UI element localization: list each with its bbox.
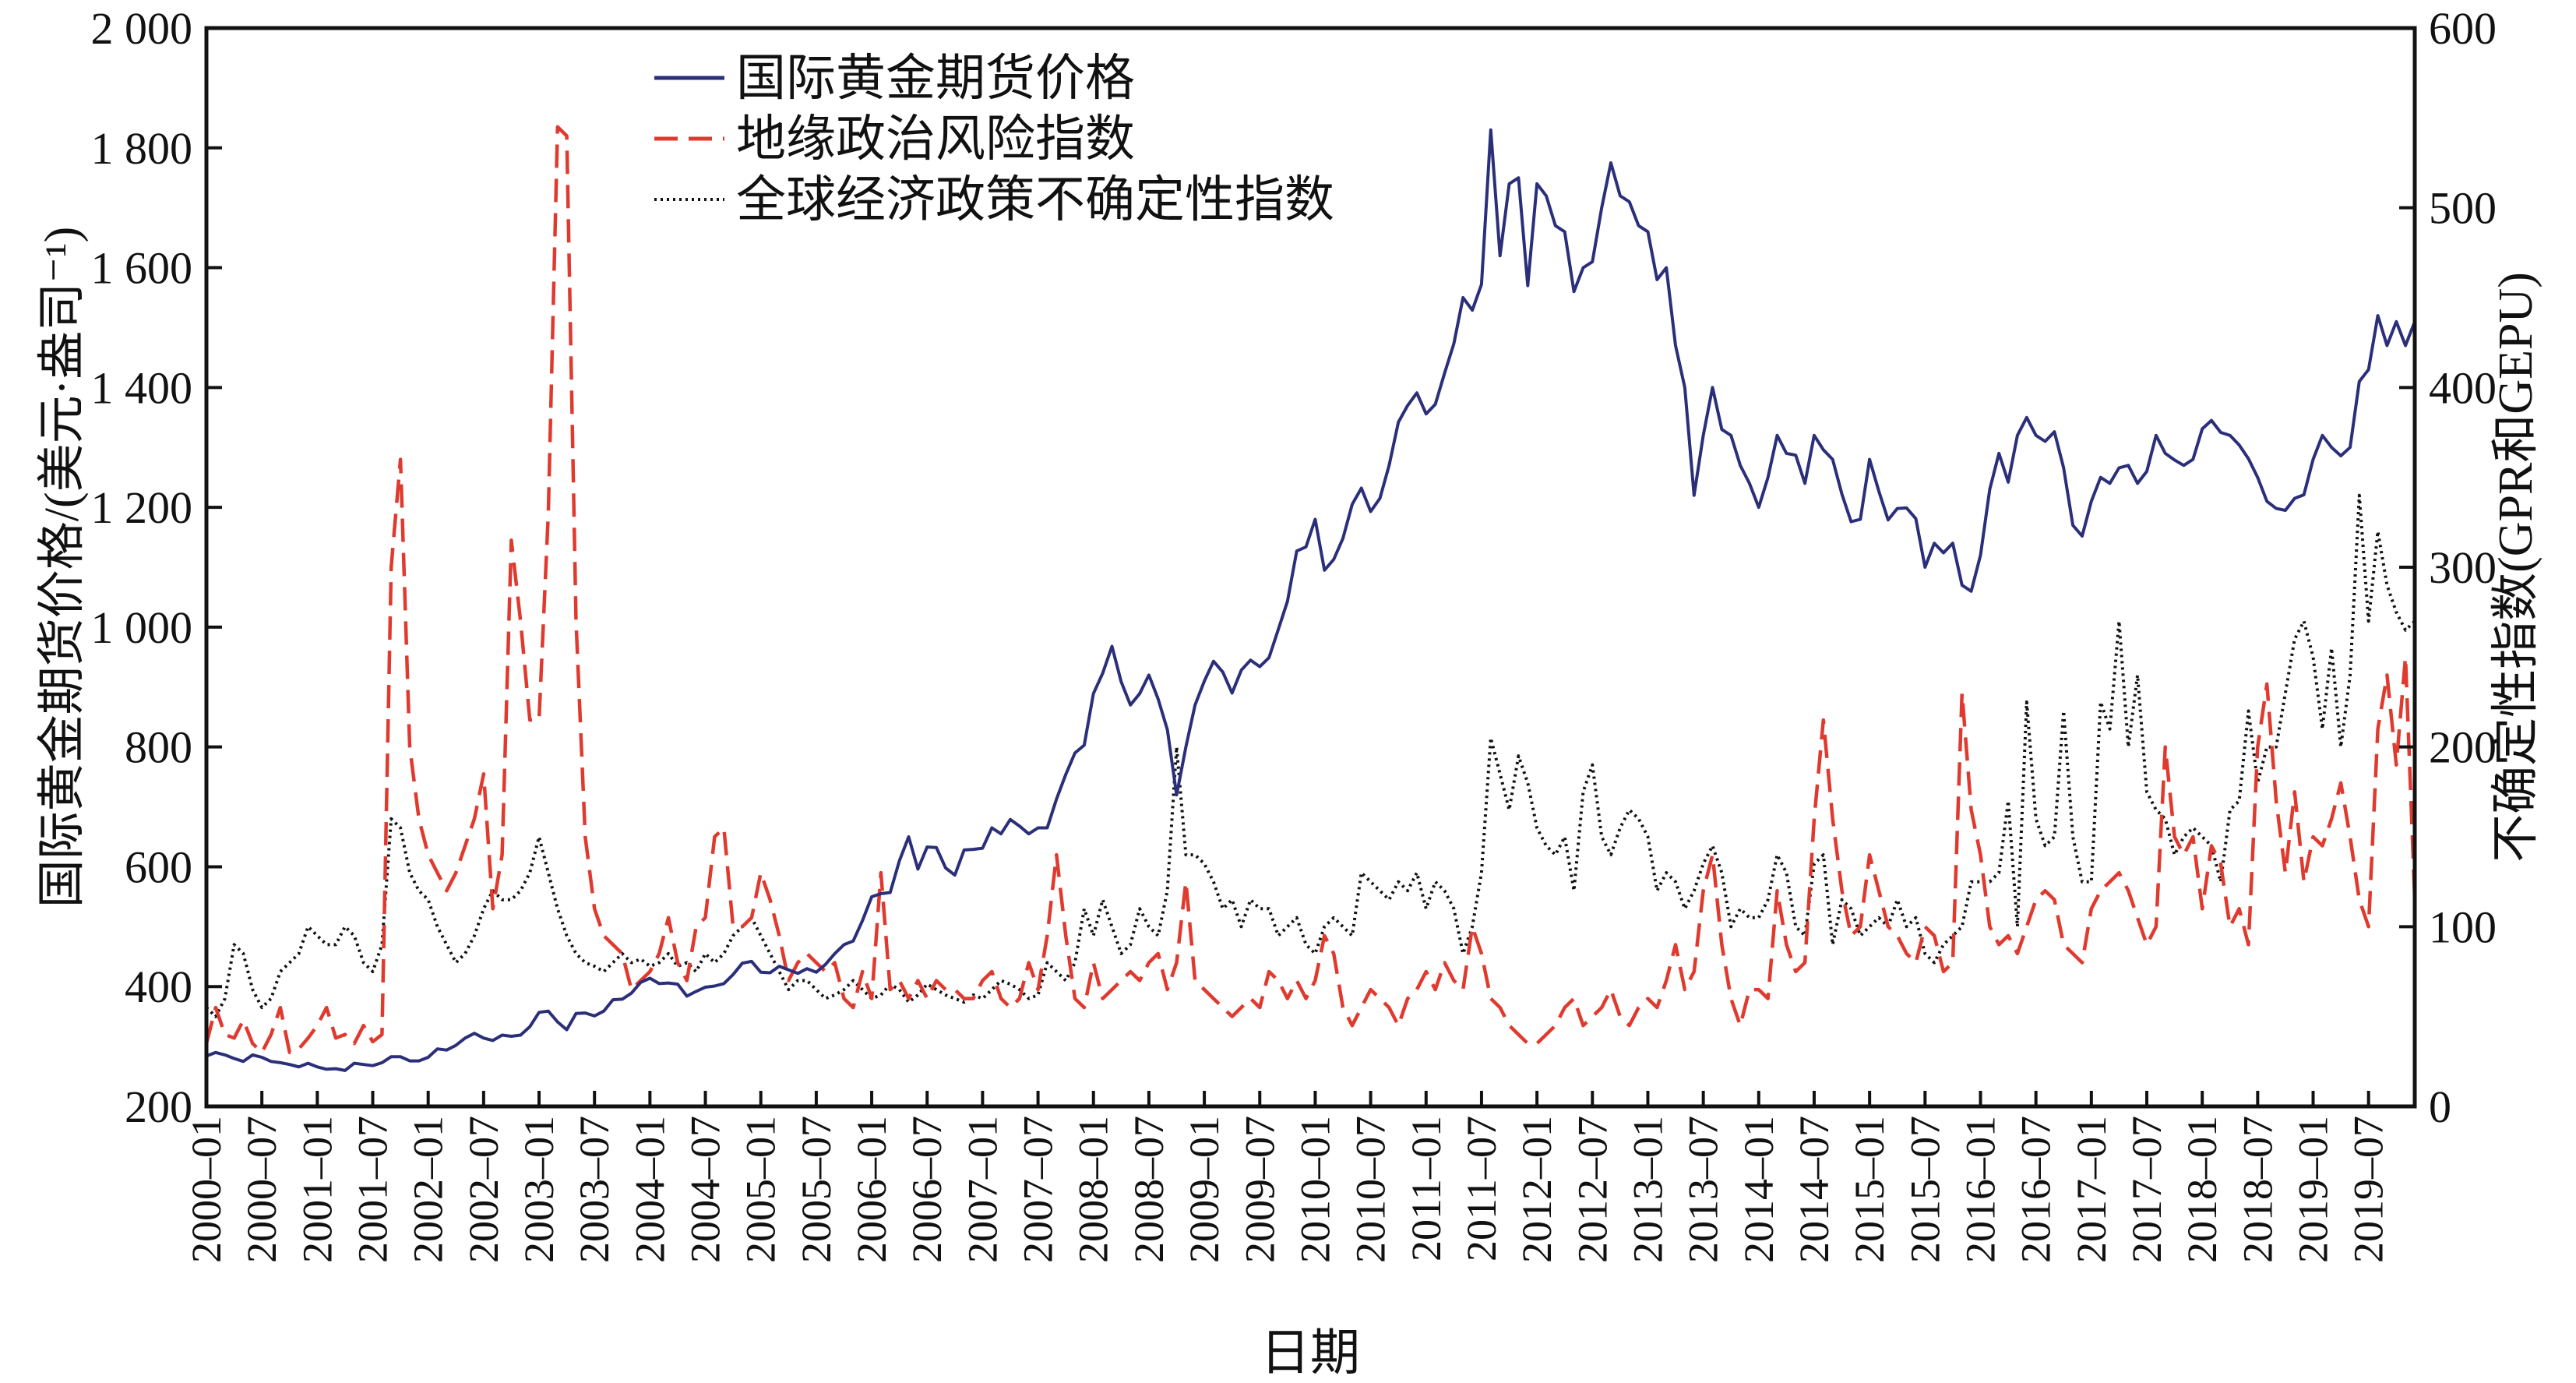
- series-line-gpr: [204, 125, 2417, 1055]
- right-y-tick-label: 300: [2429, 542, 2497, 593]
- x-tick-label: 2005–01: [738, 1116, 784, 1263]
- x-tick-label: 2019–01: [2290, 1116, 2337, 1263]
- x-tick-label: 2010–07: [1348, 1116, 1394, 1263]
- legend-label-gold: 国际黄金期货价格: [736, 51, 1135, 106]
- x-tick-label: 2011–01: [1403, 1116, 1450, 1261]
- x-tick-label: 2009–01: [1181, 1116, 1228, 1263]
- left-y-tick-label: 1 200: [91, 482, 193, 533]
- x-tick-label: 2012–07: [1569, 1116, 1616, 1263]
- right-y-tick-label: 600: [2429, 3, 2497, 54]
- x-tick-label: 2003–01: [516, 1116, 562, 1263]
- right-y-tick-label: 0: [2429, 1081, 2451, 1132]
- left-y-tick-label: 600: [125, 841, 192, 892]
- x-tick-label: 2005–07: [793, 1116, 840, 1263]
- x-tick-label: 2016–07: [2013, 1116, 2060, 1263]
- left-y-tick-label: 1 400: [91, 362, 193, 413]
- x-tick-label: 2014–01: [1736, 1116, 1782, 1263]
- x-tick-label: 2018–01: [2179, 1116, 2225, 1263]
- left-y-tick-label: 200: [125, 1081, 192, 1132]
- x-tick-label: 2001–01: [294, 1116, 340, 1263]
- x-tick-label: 2002–01: [405, 1116, 452, 1263]
- x-tick-label: 2018–07: [2234, 1116, 2281, 1263]
- left-y-tick-label: 1 000: [91, 602, 193, 653]
- right-y-axis-title: 不确定性指数(GPR和GEPU): [2490, 272, 2543, 863]
- x-tick-label: 2011–07: [1458, 1116, 1505, 1261]
- x-tick-label: 2001–07: [350, 1116, 396, 1263]
- x-tick-label: 2009–07: [1236, 1116, 1283, 1263]
- x-tick-label: 2006–07: [904, 1116, 950, 1263]
- left-y-axis-title: 国际黄金期货价格/(美元·盎司⁻¹): [36, 227, 89, 908]
- x-tick-label: 2003–07: [571, 1116, 618, 1263]
- left-y-tick-label: 2 000: [91, 3, 193, 54]
- right-y-tick-label: 100: [2429, 901, 2497, 952]
- left-y-tick-label: 1 600: [91, 243, 193, 294]
- left-y-tick-label: 1 800: [91, 123, 193, 174]
- series-layer: [204, 125, 2417, 1072]
- x-tick-label: 2013–07: [1680, 1116, 1727, 1263]
- ticks-layer: 200 400 600 800 1 000 1 200 1 400 1 600 1 800 2 0…: [91, 3, 2497, 1263]
- x-tick-label: 2017–01: [2068, 1116, 2115, 1263]
- x-tick-label: 2013–01: [1624, 1116, 1671, 1263]
- x-tick-label: 2019–07: [2345, 1116, 2392, 1263]
- x-tick-label: 2002–07: [460, 1116, 507, 1263]
- x-tick-label: 2015–01: [1846, 1116, 1893, 1263]
- x-tick-label: 2000–07: [238, 1116, 285, 1263]
- x-tick-label: 2007–01: [959, 1116, 1006, 1263]
- x-tick-label: 2015–07: [1901, 1116, 1948, 1263]
- series-line-gepu: [205, 493, 2416, 1018]
- x-tick-label: 2010–01: [1292, 1116, 1338, 1263]
- x-tick-label: 2014–07: [1791, 1116, 1838, 1263]
- x-tick-label: 2007–07: [1015, 1116, 1062, 1263]
- x-tick-label: 2004–07: [682, 1116, 729, 1263]
- left-y-tick-label: 800: [125, 722, 192, 773]
- x-tick-label: 2017–07: [2123, 1116, 2170, 1263]
- right-y-tick-label: 500: [2429, 183, 2497, 234]
- x-tick-label: 2006–01: [848, 1116, 895, 1263]
- x-tick-label: 2000–01: [183, 1116, 230, 1263]
- x-tick-label: 2008–07: [1126, 1116, 1172, 1263]
- right-y-tick-label: 400: [2429, 362, 2497, 413]
- x-tick-label: 2008–01: [1070, 1116, 1117, 1263]
- x-tick-label: 2016–01: [1957, 1116, 2003, 1263]
- right-y-tick-label: 200: [2429, 722, 2497, 773]
- legend-label-gpr: 地缘政治风险指数: [736, 111, 1135, 167]
- x-tick-label: 2004–01: [626, 1116, 673, 1263]
- x-axis-title: 日期: [1260, 1325, 1360, 1381]
- series-line-gold: [206, 128, 2416, 1072]
- legend: 国际黄金期货价格 地缘政治风险指数 全球经济政策不确定性指数: [654, 51, 1334, 228]
- legend-label-gepu: 全球经济政策不确定性指数: [736, 172, 1334, 228]
- left-y-tick-label: 400: [125, 961, 192, 1012]
- x-tick-label: 2012–01: [1514, 1116, 1560, 1263]
